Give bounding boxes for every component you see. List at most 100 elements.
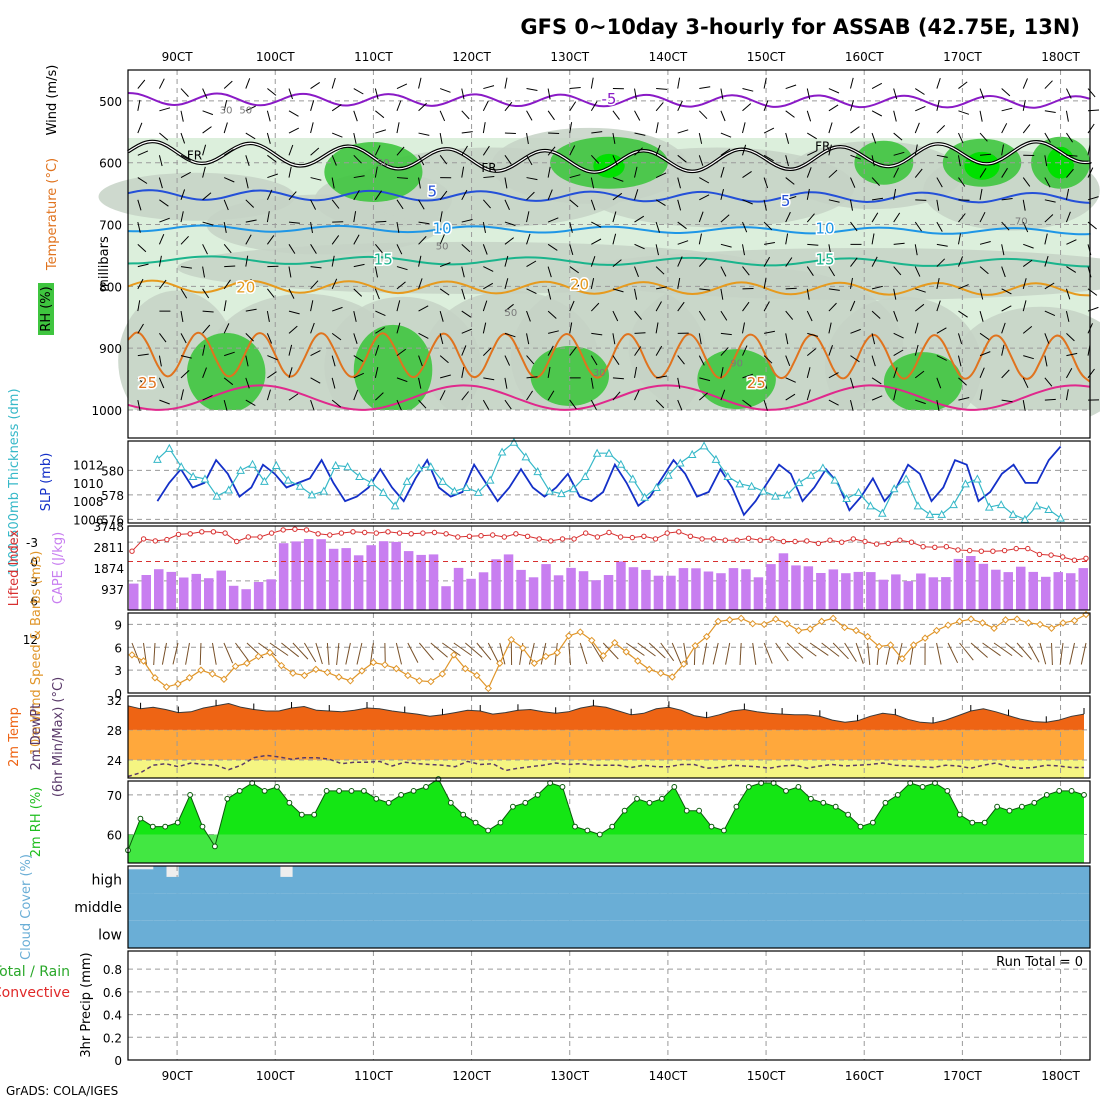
wind-barb [569, 300, 575, 312]
wind-barb [331, 332, 342, 341]
cloud-high-bar [267, 866, 281, 894]
wind-barb [526, 310, 531, 322]
wind-barb [353, 355, 364, 362]
surface-wind-barb [336, 642, 340, 665]
isotherm-label-2: 5 [781, 192, 791, 210]
wind-barb [979, 367, 985, 379]
thickness-tick-578: 578 [101, 489, 124, 503]
temp-area [128, 703, 1084, 730]
cloud-low-bar [533, 920, 547, 948]
wind-barb [266, 310, 270, 322]
wind-barb [569, 322, 573, 334]
wind-barb [418, 399, 427, 409]
surface-wind-barb [993, 642, 1013, 657]
wind-speed-point [358, 667, 366, 675]
surface-wind-barb [648, 642, 666, 659]
wind-barb [418, 199, 425, 210]
rh-green-region-9 [883, 352, 963, 413]
lifted-index-point [687, 533, 694, 539]
wind-tick-6: 6 [114, 641, 122, 655]
cape-bar [716, 573, 726, 610]
wind-barb [958, 310, 968, 318]
wind-barb [1001, 344, 1005, 356]
cloud-high-bar [203, 866, 218, 894]
wind-barb [266, 110, 271, 122]
lifted-index-point [559, 536, 566, 542]
wind-barb [612, 391, 621, 401]
wind-barb [137, 221, 141, 233]
surface-wind-barb [959, 642, 974, 661]
wind-barb [504, 377, 508, 389]
wind-barb [742, 399, 752, 408]
wind-barb [504, 237, 515, 245]
thickness-point [283, 475, 293, 484]
wind-barb [440, 374, 451, 379]
lifted-index-point [280, 527, 286, 533]
rh2m-point [385, 799, 392, 806]
isotherm-30 [127, 384, 1091, 411]
wind-barb [612, 132, 616, 144]
surface-wind-barb [1069, 642, 1075, 665]
wind-barb [785, 211, 791, 223]
cape-bar [953, 558, 964, 610]
wind-barb [569, 122, 573, 134]
cloud-high-bar [431, 866, 445, 894]
wind-barb [418, 77, 422, 89]
thickness-point [604, 448, 614, 457]
cloud-middle-bar [760, 893, 775, 921]
cape-bar [1003, 572, 1013, 610]
wind-barb [547, 310, 557, 319]
wind-barb [1001, 88, 1011, 97]
cloud-high-bar [419, 866, 433, 894]
wind-barb [720, 288, 724, 300]
wind-barb [634, 147, 643, 156]
dewpt-axis-label: 2m DewPt [29, 704, 44, 771]
dewpoint-line [127, 754, 1084, 778]
rh2m-point [882, 799, 889, 806]
wind-barb [698, 211, 704, 223]
thickness-point [248, 459, 257, 468]
rh-gray-region-17 [569, 248, 1100, 300]
wind-speed-point [657, 669, 665, 677]
cape-bar [291, 541, 301, 610]
wind-barb [957, 333, 963, 345]
cloud-high-bar [950, 866, 964, 894]
wind-barb [871, 110, 883, 117]
thickness-point [450, 486, 459, 495]
wind-barb [288, 288, 295, 299]
wind-speed-point [588, 636, 596, 645]
time-tick-top-180CT: 180CT [1041, 50, 1080, 64]
wind-barb [331, 132, 343, 138]
rh2m-frame [127, 780, 1091, 864]
wind-speed-point [794, 626, 803, 635]
wind-barb [310, 266, 322, 269]
wind-barb [223, 244, 232, 254]
wind-barb [742, 88, 754, 92]
cloud-middle-bar [1064, 893, 1078, 921]
wind-speed-point [680, 660, 688, 668]
time-tick-bottom-160CT: 160CT [845, 1069, 884, 1083]
cloud-high-bar [697, 866, 711, 894]
wind-barb [957, 233, 961, 245]
temp-band-yellow [128, 759, 1084, 778]
wind-barb [1066, 352, 1078, 357]
wind-barb [1022, 326, 1033, 334]
cloud-low-bar [647, 920, 661, 948]
cloud-middle-bar [254, 893, 268, 921]
wind-barb [893, 349, 904, 357]
wind-barb [828, 266, 836, 277]
wind-barb [742, 199, 753, 205]
wind-barb [807, 243, 819, 246]
wind-barb [547, 266, 552, 278]
wind-barb [137, 400, 141, 412]
rh2m-point [373, 795, 380, 802]
cloud-high-bar [305, 866, 319, 894]
wind-barb [202, 126, 212, 134]
cape-bar [316, 539, 326, 610]
lifted-index-point [350, 529, 356, 535]
cape-bar [816, 573, 826, 610]
wind-barb [288, 344, 293, 356]
wind-barb [1022, 278, 1027, 289]
thickness-point [723, 471, 733, 480]
millibars-label: millibars [97, 236, 112, 292]
